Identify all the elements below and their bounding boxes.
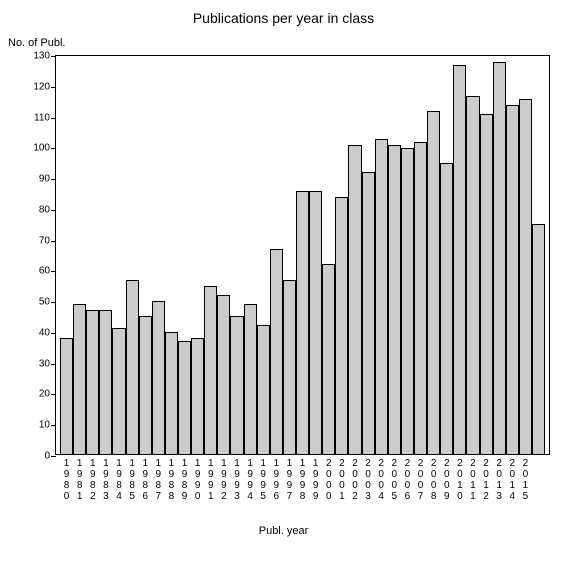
bar: [414, 142, 427, 454]
bar: [362, 172, 375, 454]
x-tick-label: 1997: [283, 454, 296, 504]
plot-area: 1980198119821983198419851986198719881989…: [55, 55, 550, 455]
x-tick-label: 2009: [440, 454, 453, 504]
x-tick-label: 1989: [178, 454, 191, 504]
x-tick-label: 2011: [466, 454, 479, 504]
x-tick-label: 2004: [375, 454, 388, 504]
x-tick-label: 2006: [401, 454, 414, 504]
bar: [493, 62, 506, 454]
x-tick-label: 1988: [165, 454, 178, 504]
x-tick-label: 1999: [309, 454, 322, 504]
bar: [217, 295, 230, 454]
x-tick-label: 1995: [257, 454, 270, 504]
bar: [99, 310, 112, 454]
bar: [178, 341, 191, 454]
x-tick-label: 2010: [453, 454, 466, 504]
y-tick-mark: [51, 210, 56, 211]
bar: [480, 114, 493, 454]
bar: [191, 338, 204, 454]
bar: [519, 99, 532, 454]
bar: [204, 286, 217, 454]
bar: [466, 96, 479, 454]
x-tick-label: 1981: [73, 454, 86, 504]
x-tick-label: 2015: [519, 454, 532, 504]
x-tick-label: 1998: [296, 454, 309, 504]
y-tick-mark: [51, 148, 56, 149]
bar: [453, 65, 466, 454]
x-tick-label: 2001: [335, 454, 348, 504]
x-tick-label: 1996: [270, 454, 283, 504]
x-tick-label: 1984: [112, 454, 125, 504]
chart-container: Publications per year in class No. of Pu…: [0, 0, 567, 567]
y-tick-mark: [51, 179, 56, 180]
bar: [270, 249, 283, 454]
x-tick-label: 1991: [204, 454, 217, 504]
y-tick-mark: [51, 456, 56, 457]
y-tick-mark: [51, 56, 56, 57]
bar: [388, 145, 401, 454]
y-tick-mark: [51, 302, 56, 303]
x-tick-label: 1990: [191, 454, 204, 504]
x-tick-label: 1986: [139, 454, 152, 504]
bar: [86, 310, 99, 454]
bar: [532, 224, 545, 454]
bars-group: [56, 56, 549, 454]
y-tick-mark: [51, 118, 56, 119]
y-tick-mark: [51, 394, 56, 395]
x-tick-label: 2014: [506, 454, 519, 504]
bar: [60, 338, 73, 454]
bar: [296, 191, 309, 454]
y-tick-mark: [51, 333, 56, 334]
x-tick-label: 2013: [493, 454, 506, 504]
y-tick-mark: [51, 364, 56, 365]
bar: [139, 316, 152, 454]
y-tick-mark: [51, 241, 56, 242]
bar: [73, 304, 86, 454]
x-axis-label: Publ. year: [0, 525, 567, 537]
x-tick-label: 1985: [126, 454, 139, 504]
x-tick-label: 1982: [86, 454, 99, 504]
bar: [112, 328, 125, 454]
bar: [348, 145, 361, 454]
bar: [375, 139, 388, 454]
y-tick-mark: [51, 271, 56, 272]
y-tick-mark: [51, 425, 56, 426]
bar: [152, 301, 165, 454]
bar: [427, 111, 440, 454]
x-tick-label: 1983: [99, 454, 112, 504]
x-tick-label: 2008: [427, 454, 440, 504]
bar: [440, 163, 453, 454]
bar: [230, 316, 243, 454]
bar: [257, 325, 270, 454]
bar: [244, 304, 257, 454]
x-tick-label: 1980: [60, 454, 73, 504]
bar: [335, 197, 348, 454]
x-tick-label: 2000: [322, 454, 335, 504]
bar: [322, 264, 335, 454]
bar: [126, 280, 139, 455]
y-tick-mark: [51, 87, 56, 88]
x-tick-label: [532, 454, 545, 504]
y-axis-label: No. of Publ.: [8, 37, 65, 49]
x-tick-label: 1987: [152, 454, 165, 504]
x-tick-label: 1994: [244, 454, 257, 504]
x-tick-label: 2005: [388, 454, 401, 504]
bar: [283, 280, 296, 455]
x-tick-label: 2007: [414, 454, 427, 504]
bar: [309, 191, 322, 454]
x-ticks: 1980198119821983198419851986198719881989…: [56, 454, 549, 504]
chart-title: Publications per year in class: [0, 10, 567, 26]
bar: [506, 105, 519, 454]
x-tick-label: 2002: [348, 454, 361, 504]
bar: [165, 332, 178, 454]
x-tick-label: 2012: [480, 454, 493, 504]
x-tick-label: 1993: [230, 454, 243, 504]
x-tick-label: 2003: [362, 454, 375, 504]
x-tick-label: 1992: [217, 454, 230, 504]
bar: [401, 148, 414, 454]
